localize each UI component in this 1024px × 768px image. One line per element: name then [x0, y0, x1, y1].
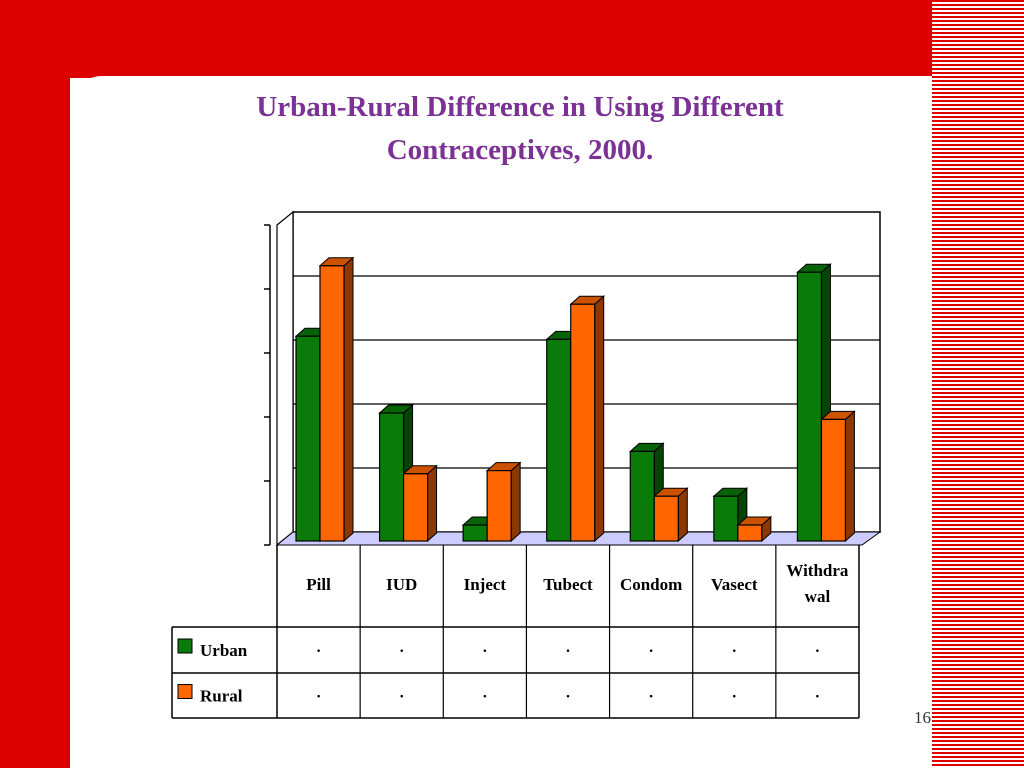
bar-rural-vasect [737, 524, 763, 542]
bar-rural-condom [653, 495, 679, 542]
bar-rural-inject [486, 470, 512, 542]
table-value-urban: . [732, 639, 736, 656]
legend-key-rural [177, 684, 193, 699]
x-tick-label: Condom [620, 575, 682, 594]
bar-rural-pill-side [343, 256, 354, 543]
table-value-urban: . [483, 639, 487, 656]
table-value-urban: . [566, 639, 570, 656]
x-tick-label: Inject [464, 575, 507, 594]
bar-rural-pill [319, 265, 345, 542]
table-value-urban: . [815, 639, 819, 656]
x-tick-label: IUD [386, 575, 417, 594]
table-value-rural: . [317, 685, 321, 702]
red-left-band [0, 0, 70, 768]
table-value-rural: . [566, 685, 570, 702]
bar-rural-iud [402, 473, 429, 542]
table-value-urban: . [649, 639, 653, 656]
bar-urban-vasect [713, 495, 739, 542]
bar-urban-iud [378, 412, 405, 542]
table-value-rural: . [732, 685, 736, 702]
slide-title: Urban-Rural Difference in Using Differen… [256, 91, 784, 166]
page-number: 16 [914, 708, 931, 727]
legend-label: Urban [200, 641, 248, 660]
bar-rural-tubect-side [594, 295, 605, 543]
x-tick-label: Withdra [786, 561, 849, 580]
table-value-urban: . [400, 639, 404, 656]
bar-urban-withdrawal [796, 271, 823, 542]
bar-rural-withdrawal-side [844, 410, 855, 543]
x-tick-label: Vasect [711, 575, 758, 594]
red-header-band [0, 0, 934, 78]
bar-rural-condom-side [677, 487, 688, 543]
bar-rural-tubect [570, 303, 596, 542]
bar-urban-condom [629, 450, 655, 542]
table-value-rural: . [815, 685, 819, 702]
bar-urban-inject [462, 524, 488, 542]
chart-side-wall [276, 210, 294, 547]
table-value-rural: . [483, 685, 487, 702]
x-tick-label: Pill [306, 575, 331, 594]
table-value-rural: . [649, 685, 653, 702]
legend-key-urban [177, 638, 193, 654]
legend-label: Rural [200, 687, 243, 706]
striped-edge-decoration [932, 0, 1024, 768]
table-value-urban: . [317, 639, 321, 656]
bar-rural-inject-side [510, 461, 521, 543]
x-tick-label: wal [805, 587, 831, 606]
bar-rural-withdrawal [820, 418, 847, 542]
bar-urban-pill [295, 335, 321, 542]
x-tick-label: Tubect [543, 575, 593, 594]
bar-urban-tubect [546, 338, 572, 542]
table-value-rural: . [400, 685, 404, 702]
bar-rural-iud-side [427, 464, 438, 543]
